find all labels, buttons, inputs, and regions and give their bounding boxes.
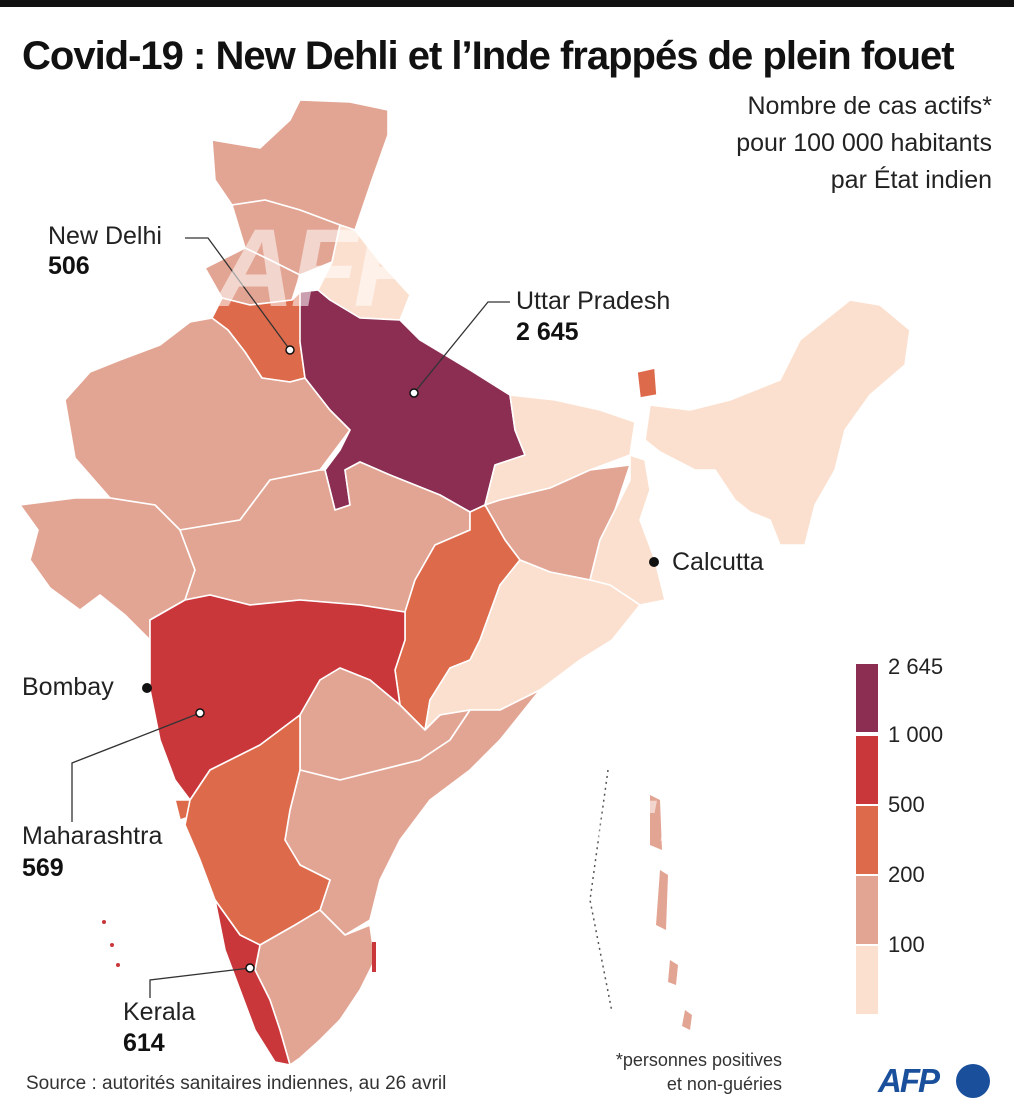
value-kerala: 614 <box>123 1029 165 1057</box>
map-title: Covid-19 : New Dehli et l’Inde frappés d… <box>22 34 955 78</box>
source-note: Source : autorités sanitaires indiennes,… <box>26 1073 447 1094</box>
footnote: *personnes positives et non-guéries <box>616 1048 782 1096</box>
marker-new-delhi <box>285 345 295 355</box>
region-sikkim <box>636 367 658 399</box>
footnote-line-2: et non-guéries <box>666 1074 782 1094</box>
region-northeast <box>644 299 911 546</box>
leader-uttar-pradesh <box>413 301 510 394</box>
label-maharashtra: Maharashtra <box>22 822 163 850</box>
leader-new-delhi <box>185 237 291 351</box>
leader-kerala <box>149 967 251 998</box>
island-groups <box>102 795 692 1030</box>
subtitle-line-3: par État indien <box>830 166 992 194</box>
legend-label-200: 200 <box>888 862 925 887</box>
leader-lines <box>71 237 510 998</box>
label-new-delhi: New Delhi <box>48 222 162 250</box>
map-subtitle: Nombre de cas actifs* pour 100 000 habit… <box>736 88 992 199</box>
subtitle-line-2: pour 100 000 habitants <box>736 129 992 157</box>
watermark-afp-top: AFP <box>215 207 427 330</box>
region-karnataka <box>184 714 331 946</box>
label-bombay: Bombay <box>22 673 114 701</box>
legend-swatch-red <box>856 736 878 804</box>
leader-maharashtra <box>71 712 201 822</box>
label-calcutta: Calcutta <box>672 548 764 576</box>
marker-uttar-pradesh <box>409 388 419 398</box>
legend <box>856 664 878 1014</box>
legend-label-2645: 2 645 <box>888 654 944 679</box>
value-new-delhi: 506 <box>48 252 90 280</box>
marker-maharashtra <box>195 708 205 718</box>
value-maharashtra: 569 <box>22 854 64 882</box>
region-kerala <box>214 899 291 1066</box>
marker-kerala <box>245 963 255 973</box>
label-uttar-pradesh: Uttar Pradesh <box>516 287 671 315</box>
footnote-line-1: *personnes positives <box>615 1050 782 1070</box>
value-uttar-pradesh: 2 645 <box>516 318 579 346</box>
legend-swatch-dark <box>856 664 878 732</box>
afp-logo-circle-icon <box>956 1064 990 1098</box>
island-inset-line <box>589 769 613 1013</box>
legend-swatch-orange <box>856 806 878 874</box>
top-rule <box>0 0 1014 7</box>
subtitle-line-1: Nombre de cas actifs* <box>747 92 992 120</box>
afp-logo-text: AFP <box>878 1062 940 1099</box>
legend-swatch-salmon <box>856 876 878 944</box>
legend-label-500: 500 <box>888 792 925 817</box>
watermark-afp-bottom: AFP <box>520 742 732 865</box>
marker-calcutta <box>649 557 659 567</box>
legend-label-1000: 1 000 <box>888 722 944 747</box>
label-kerala: Kerala <box>123 998 196 1026</box>
marker-bombay <box>142 683 152 693</box>
legend-swatch-light <box>856 946 878 1014</box>
legend-label-100: 100 <box>888 932 925 957</box>
